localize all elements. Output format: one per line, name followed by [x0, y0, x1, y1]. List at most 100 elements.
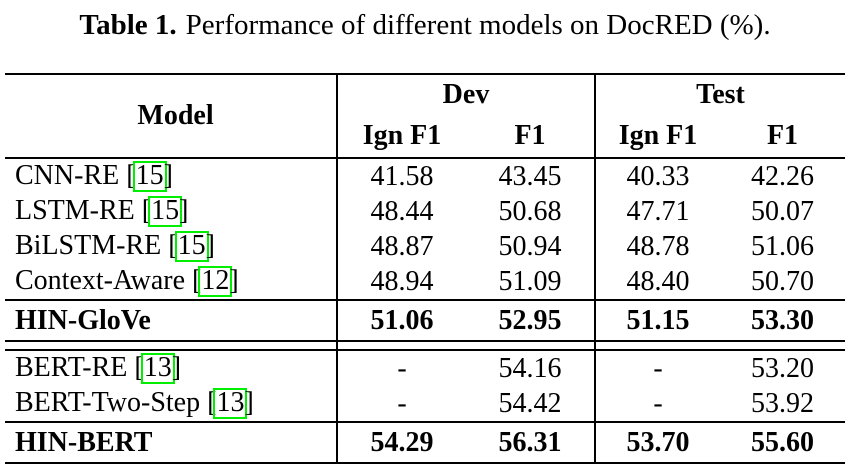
column-group-test: Test: [593, 74, 846, 115]
spacer-cell: [466, 463, 595, 469]
model-name-cell: BERT-Two-Step [13]: [5, 386, 337, 422]
citation-link[interactable]: [15]: [168, 230, 215, 262]
citation-bracket-open: [: [207, 387, 217, 419]
model-name: BERT-Two-Step: [15, 387, 201, 419]
column-group-dev: Dev: [336, 74, 595, 115]
citation-link[interactable]: [13]: [134, 352, 181, 384]
citation-number-box[interactable]: 15: [174, 231, 209, 262]
citation-number-box[interactable]: 15: [132, 161, 167, 192]
column-header-dev-f1: F1: [466, 115, 595, 159]
caption-label: Table 1.: [79, 9, 177, 41]
double-rule-spacer: [5, 341, 846, 350]
dev-ign-f1-cell: 48.94: [336, 264, 466, 300]
spacer-cell: [466, 341, 595, 350]
citation-link[interactable]: [12]: [192, 265, 239, 297]
table-row: BERT-RE [13] -54.16-53.20: [5, 350, 845, 386]
column-header-model: Model: [5, 74, 337, 159]
spacer-cell: [720, 341, 845, 350]
double-rule-spacer: [5, 463, 846, 469]
test-f1-cell: 53.30: [751, 304, 814, 336]
citation-bracket-close: ]: [179, 195, 189, 227]
test-ign-f1-cell: -: [594, 386, 720, 422]
model-name-cell: BERT-RE [13]: [5, 350, 337, 386]
model-name: BiLSTM-RE: [15, 230, 162, 262]
table-body: CNN-RE [15] 41.58 43.45 40.33 42.26 LSTM-RE […: [5, 158, 846, 469]
dev-f1-cell: 43.45: [498, 160, 562, 192]
test-f1-cell: 51.06: [751, 230, 814, 262]
results-table: Model Dev Test Ign F1 F1 Ign F1 F1 CNN-R…: [5, 73, 846, 469]
test-f1-cell: 55.60: [751, 426, 814, 458]
table-row: HIN-GloVe 51.06 52.95 51.15 53.30: [5, 300, 846, 341]
test-f1-cell: 42.26: [751, 160, 814, 192]
table-row: Context-Aware [12] 48.94 51.09 48.40 50.70: [5, 264, 845, 300]
spacer-cell: [5, 341, 337, 350]
citation-bracket-close: ]: [163, 160, 173, 192]
model-name: LSTM-RE: [15, 195, 135, 227]
header-group-row: Model Dev Test: [5, 74, 846, 159]
citation-number-box[interactable]: 15: [148, 196, 183, 227]
citation-bracket-open: [: [134, 352, 144, 384]
spacer-cell: [595, 463, 720, 469]
model-name-cell: LSTM-RE [15]: [5, 194, 337, 229]
test-ign-f1-cell: 47.71: [594, 194, 720, 229]
table-row: CNN-RE [15] 41.58 43.45 40.33 42.26: [5, 158, 845, 194]
dev-ign-f1-cell: 48.44: [336, 194, 466, 229]
citation-link[interactable]: [15]: [141, 195, 189, 227]
spacer-cell: [720, 463, 845, 469]
table-caption: Table 1. Performance of different models …: [0, 0, 850, 43]
test-f1-cell: 50.07: [751, 195, 814, 227]
table-row: BERT-Two-Step [13] -54.42-53.92: [5, 386, 845, 422]
model-name-cell: HIN-GloVe: [5, 300, 337, 341]
dev-f1-cell: 51.09: [498, 265, 562, 297]
citation-bracket-close: ]: [205, 230, 215, 262]
dev-ign-f1-cell: -: [336, 386, 466, 422]
citation-number-box[interactable]: 12: [198, 266, 233, 297]
spacer-cell: [5, 463, 337, 469]
model-name-cell: Context-Aware [12]: [5, 264, 337, 300]
spacer-cell: [594, 341, 720, 350]
table-row: BiLSTM-RE [15] 48.87 50.94 48.78 51.06: [5, 229, 845, 264]
column-header-dev-ign-f1: Ign F1: [336, 115, 466, 159]
test-f1-cell: 50.70: [751, 265, 814, 297]
model-name: HIN-BERT: [15, 426, 153, 458]
dev-f1-cell: 54.16: [498, 352, 562, 384]
citation-link[interactable]: [13]: [207, 387, 254, 419]
model-name: HIN-GloVe: [15, 304, 151, 336]
dev-f1-cell: 56.31: [498, 426, 562, 458]
column-header-test-f1: F1: [720, 115, 846, 159]
header-sub-row: Ign F1 F1 Ign F1 F1: [5, 115, 846, 159]
citation-number-box[interactable]: 13: [213, 388, 248, 419]
dev-ign-f1-cell: 51.06: [336, 300, 466, 341]
spacer-cell: [337, 463, 466, 469]
test-f1-cell: 53.20: [751, 352, 814, 384]
column-header-test-ign-f1: Ign F1: [594, 115, 720, 159]
dev-f1-cell: 50.68: [498, 195, 562, 227]
dev-f1-cell: 54.42: [498, 387, 562, 419]
model-name: CNN-RE: [15, 160, 120, 192]
citation-bracket-close: ]: [229, 265, 239, 297]
test-f1-cell: 53.92: [751, 387, 814, 419]
test-ign-f1-cell: 40.33: [594, 158, 720, 194]
test-ign-f1-cell: 51.15: [594, 300, 720, 341]
caption-text: Performance of different models on DocRE…: [185, 9, 771, 41]
dev-ign-f1-cell: 54.29: [336, 422, 466, 463]
model-name: BERT-RE: [15, 352, 128, 384]
citation-number-box[interactable]: 13: [140, 353, 175, 384]
test-ign-f1-cell: 48.78: [594, 229, 720, 264]
citation-bracket-open: [: [141, 195, 152, 227]
test-ign-f1-cell: -: [594, 350, 720, 386]
citation-link[interactable]: [15]: [126, 160, 173, 192]
citation-bracket-open: [: [192, 265, 202, 297]
model-name-cell: HIN-BERT: [5, 422, 337, 463]
test-ign-f1-cell: 48.40: [594, 264, 720, 300]
table-header: Model Dev Test Ign F1 F1 Ign F1 F1: [5, 74, 846, 159]
model-name-cell: CNN-RE [15]: [5, 158, 337, 194]
model-name-cell: BiLSTM-RE [15]: [5, 229, 337, 264]
table-row: HIN-BERT 54.29 56.31 53.70 55.60: [5, 422, 846, 463]
table-row: LSTM-RE [15] 48.44 50.68 47.71 50.07: [5, 194, 845, 229]
model-name: Context-Aware: [15, 265, 186, 297]
spacer-cell: [336, 341, 466, 350]
dev-ign-f1-cell: 41.58: [336, 158, 466, 194]
test-ign-f1-cell: 53.70: [594, 422, 720, 463]
